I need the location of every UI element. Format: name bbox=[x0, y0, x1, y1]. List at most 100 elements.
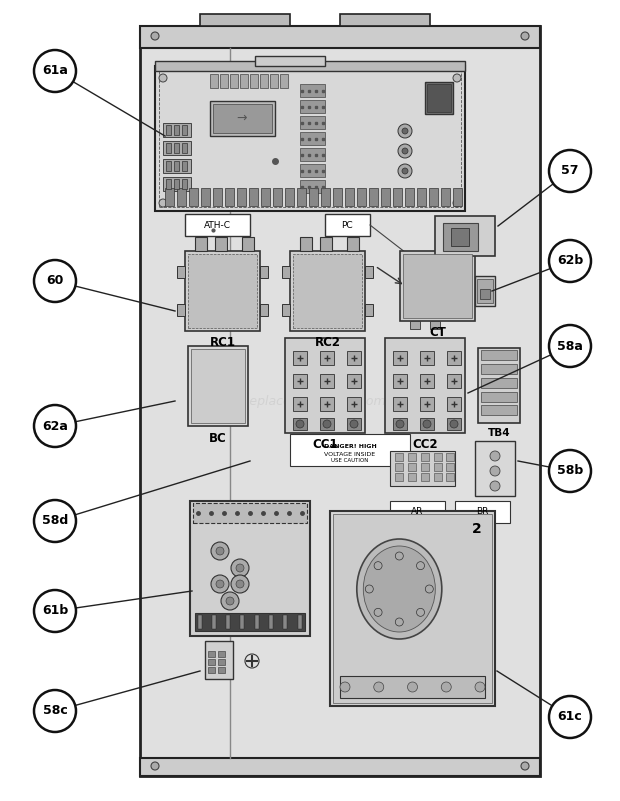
FancyBboxPatch shape bbox=[174, 179, 179, 189]
Circle shape bbox=[374, 682, 384, 692]
FancyBboxPatch shape bbox=[395, 453, 403, 461]
FancyBboxPatch shape bbox=[285, 338, 365, 433]
FancyBboxPatch shape bbox=[321, 188, 330, 206]
Text: 62a: 62a bbox=[42, 420, 68, 433]
FancyBboxPatch shape bbox=[210, 101, 275, 136]
Text: 62b: 62b bbox=[557, 255, 583, 268]
FancyBboxPatch shape bbox=[347, 351, 361, 365]
FancyBboxPatch shape bbox=[189, 188, 198, 206]
FancyBboxPatch shape bbox=[220, 74, 228, 88]
Circle shape bbox=[231, 559, 249, 577]
FancyBboxPatch shape bbox=[446, 463, 454, 471]
Ellipse shape bbox=[363, 546, 435, 632]
FancyBboxPatch shape bbox=[447, 397, 461, 411]
FancyBboxPatch shape bbox=[395, 463, 403, 471]
FancyBboxPatch shape bbox=[293, 418, 307, 430]
FancyBboxPatch shape bbox=[429, 188, 438, 206]
FancyBboxPatch shape bbox=[285, 188, 294, 206]
Circle shape bbox=[374, 562, 382, 570]
FancyBboxPatch shape bbox=[320, 397, 334, 411]
FancyBboxPatch shape bbox=[420, 351, 434, 365]
Circle shape bbox=[402, 128, 408, 134]
Circle shape bbox=[407, 682, 417, 692]
FancyBboxPatch shape bbox=[478, 348, 520, 423]
FancyBboxPatch shape bbox=[393, 351, 407, 365]
FancyBboxPatch shape bbox=[300, 180, 325, 193]
FancyBboxPatch shape bbox=[393, 374, 407, 388]
Text: 2: 2 bbox=[472, 522, 482, 536]
FancyBboxPatch shape bbox=[447, 418, 461, 430]
FancyBboxPatch shape bbox=[333, 188, 342, 206]
Text: DANGER! HIGH: DANGER! HIGH bbox=[324, 444, 376, 449]
Text: TB4: TB4 bbox=[488, 428, 510, 438]
Text: →: → bbox=[237, 111, 247, 124]
FancyBboxPatch shape bbox=[280, 74, 288, 88]
FancyBboxPatch shape bbox=[293, 374, 307, 388]
FancyBboxPatch shape bbox=[434, 463, 442, 471]
Circle shape bbox=[450, 420, 458, 428]
FancyBboxPatch shape bbox=[193, 503, 307, 523]
FancyBboxPatch shape bbox=[300, 237, 312, 251]
FancyBboxPatch shape bbox=[477, 279, 493, 303]
FancyBboxPatch shape bbox=[481, 392, 517, 402]
Circle shape bbox=[296, 420, 304, 428]
FancyBboxPatch shape bbox=[420, 374, 434, 388]
FancyBboxPatch shape bbox=[163, 123, 191, 137]
FancyBboxPatch shape bbox=[298, 615, 302, 629]
FancyBboxPatch shape bbox=[218, 659, 225, 665]
FancyBboxPatch shape bbox=[188, 346, 248, 426]
FancyBboxPatch shape bbox=[208, 659, 215, 665]
FancyBboxPatch shape bbox=[290, 434, 410, 466]
FancyBboxPatch shape bbox=[283, 615, 287, 629]
Circle shape bbox=[374, 608, 382, 616]
FancyBboxPatch shape bbox=[255, 615, 259, 629]
FancyBboxPatch shape bbox=[269, 615, 273, 629]
FancyBboxPatch shape bbox=[261, 188, 270, 206]
FancyBboxPatch shape bbox=[165, 188, 174, 206]
FancyBboxPatch shape bbox=[300, 116, 325, 129]
Circle shape bbox=[549, 696, 591, 738]
Circle shape bbox=[549, 240, 591, 282]
Text: USE CAUTION: USE CAUTION bbox=[331, 457, 369, 462]
FancyBboxPatch shape bbox=[249, 188, 258, 206]
Text: 57: 57 bbox=[561, 164, 578, 178]
Circle shape bbox=[365, 585, 373, 593]
FancyBboxPatch shape bbox=[182, 143, 187, 153]
FancyBboxPatch shape bbox=[188, 254, 257, 328]
FancyBboxPatch shape bbox=[425, 82, 453, 114]
Circle shape bbox=[151, 32, 159, 40]
FancyBboxPatch shape bbox=[446, 473, 454, 481]
FancyBboxPatch shape bbox=[182, 125, 187, 135]
FancyBboxPatch shape bbox=[421, 463, 429, 471]
FancyBboxPatch shape bbox=[447, 351, 461, 365]
Circle shape bbox=[549, 150, 591, 192]
Circle shape bbox=[211, 542, 229, 560]
Circle shape bbox=[453, 199, 461, 207]
FancyBboxPatch shape bbox=[405, 188, 414, 206]
Text: 58a: 58a bbox=[557, 340, 583, 352]
Circle shape bbox=[396, 618, 403, 626]
Text: eReplacementParts.com: eReplacementParts.com bbox=[234, 395, 386, 408]
FancyBboxPatch shape bbox=[333, 514, 492, 703]
FancyBboxPatch shape bbox=[347, 374, 361, 388]
FancyBboxPatch shape bbox=[260, 74, 268, 88]
FancyBboxPatch shape bbox=[320, 237, 332, 251]
FancyBboxPatch shape bbox=[320, 374, 334, 388]
Circle shape bbox=[159, 199, 167, 207]
FancyBboxPatch shape bbox=[300, 148, 325, 161]
FancyBboxPatch shape bbox=[347, 418, 361, 430]
Circle shape bbox=[425, 585, 433, 593]
Circle shape bbox=[216, 580, 224, 588]
FancyBboxPatch shape bbox=[385, 338, 465, 433]
FancyBboxPatch shape bbox=[400, 251, 475, 321]
Circle shape bbox=[231, 575, 249, 593]
FancyBboxPatch shape bbox=[451, 228, 469, 246]
FancyBboxPatch shape bbox=[213, 104, 272, 133]
FancyBboxPatch shape bbox=[195, 613, 305, 631]
FancyBboxPatch shape bbox=[163, 141, 191, 155]
Text: 61a: 61a bbox=[42, 65, 68, 78]
FancyBboxPatch shape bbox=[441, 188, 450, 206]
FancyBboxPatch shape bbox=[481, 378, 517, 388]
Text: BC: BC bbox=[209, 432, 227, 445]
FancyBboxPatch shape bbox=[240, 74, 248, 88]
